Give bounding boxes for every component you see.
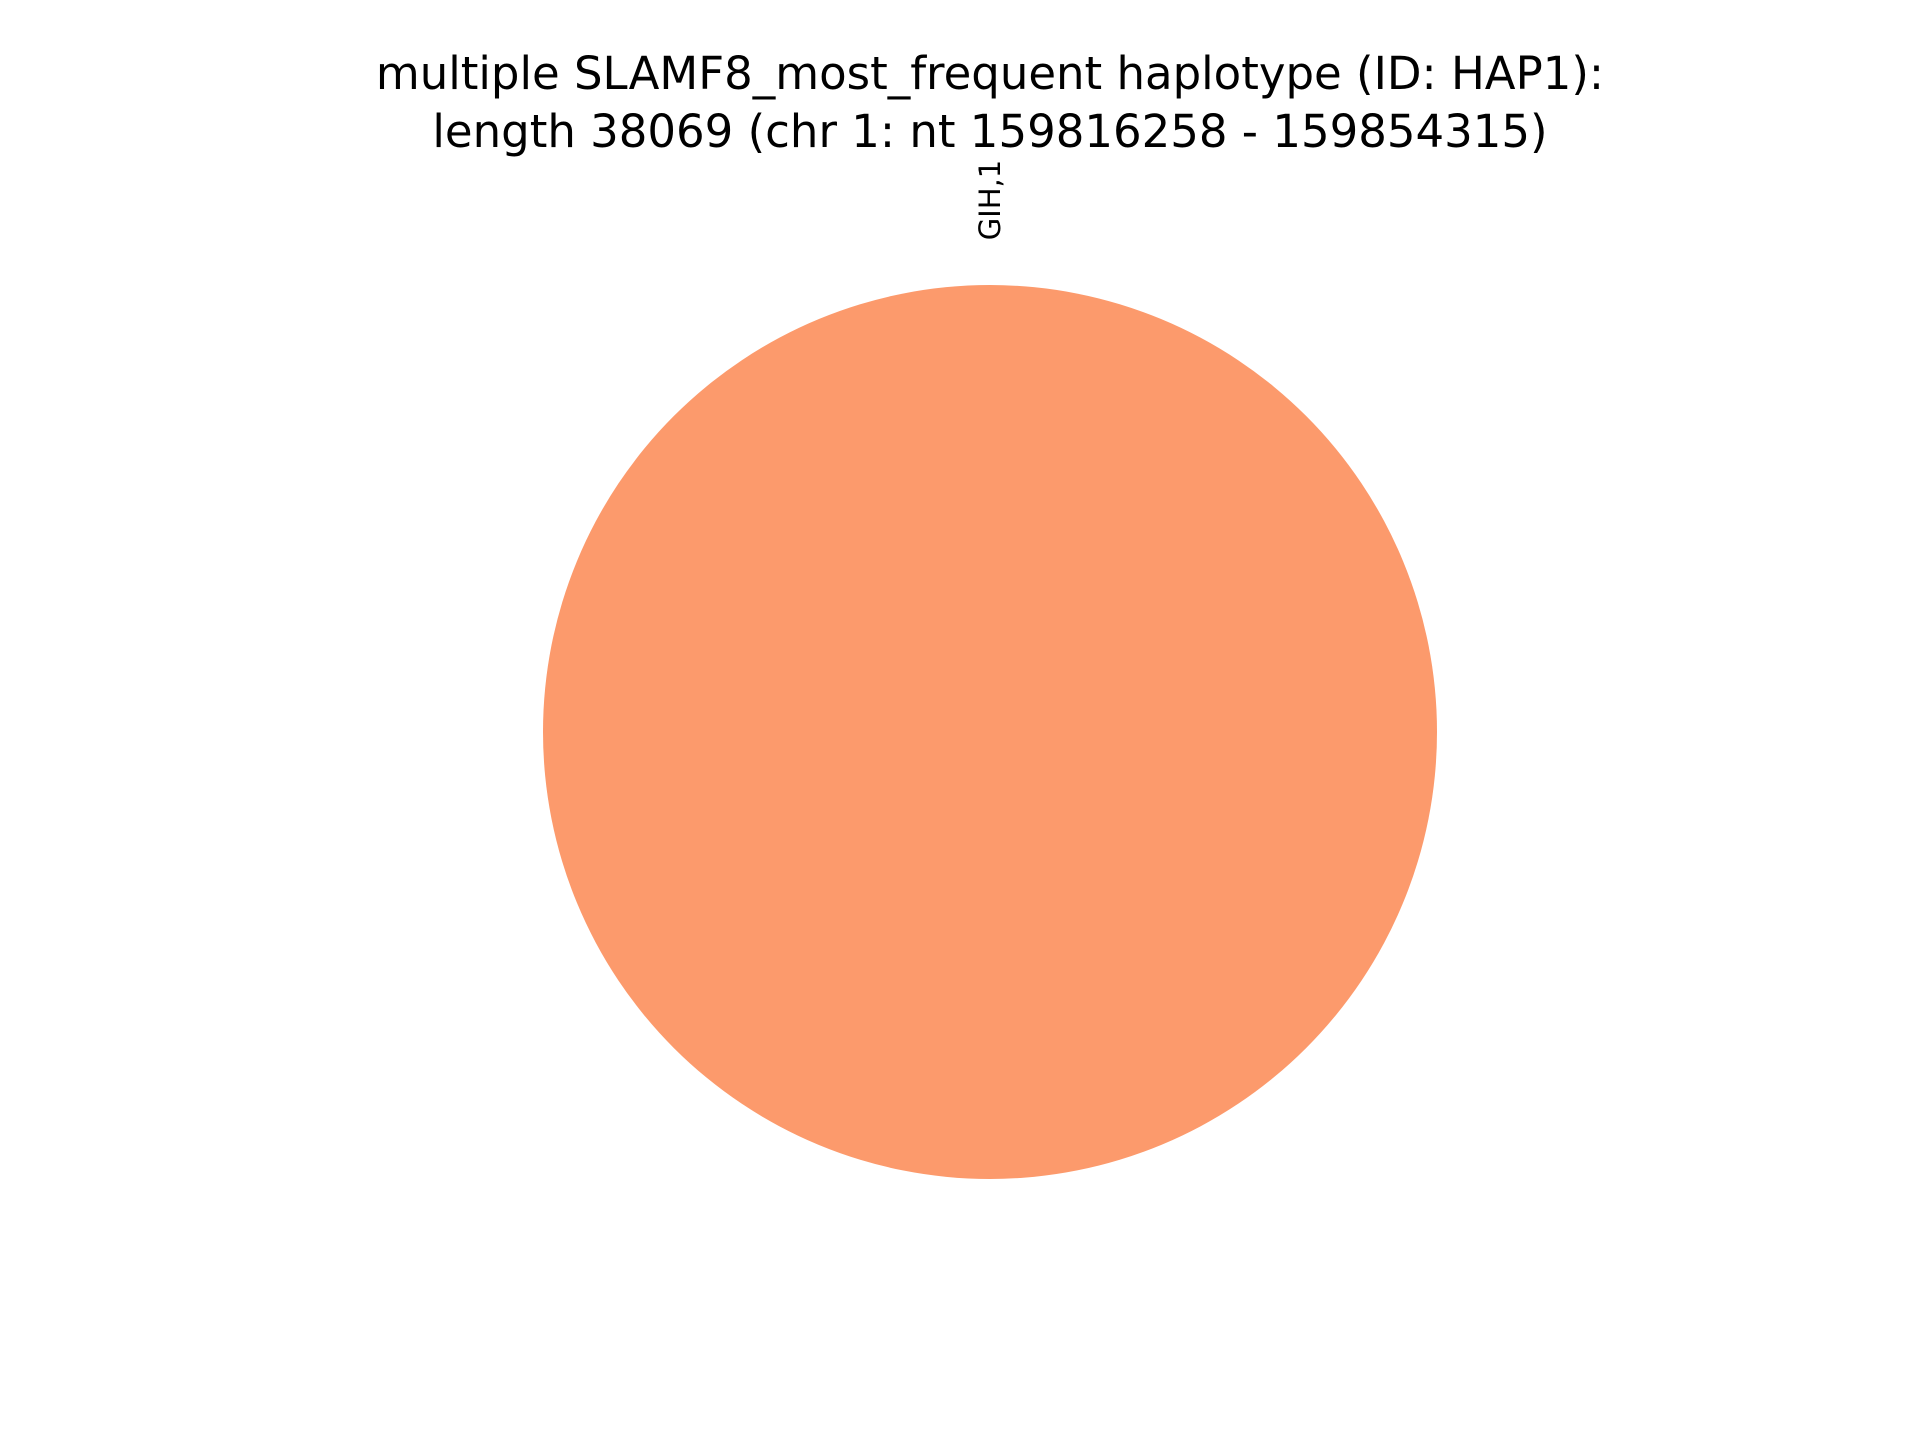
chart-title-line-1: multiple SLAMF8_most_frequent haplotype … bbox=[376, 47, 1604, 100]
pie-slice-0 bbox=[543, 285, 1437, 1179]
pie-slice-label-0: GIH,1 bbox=[973, 160, 1007, 241]
pie-slices bbox=[543, 285, 1437, 1179]
chart-title-line-2: length 38069 (chr 1: nt 159816258 - 1598… bbox=[432, 105, 1547, 158]
pie-labels: GIH,1 bbox=[973, 160, 1007, 241]
